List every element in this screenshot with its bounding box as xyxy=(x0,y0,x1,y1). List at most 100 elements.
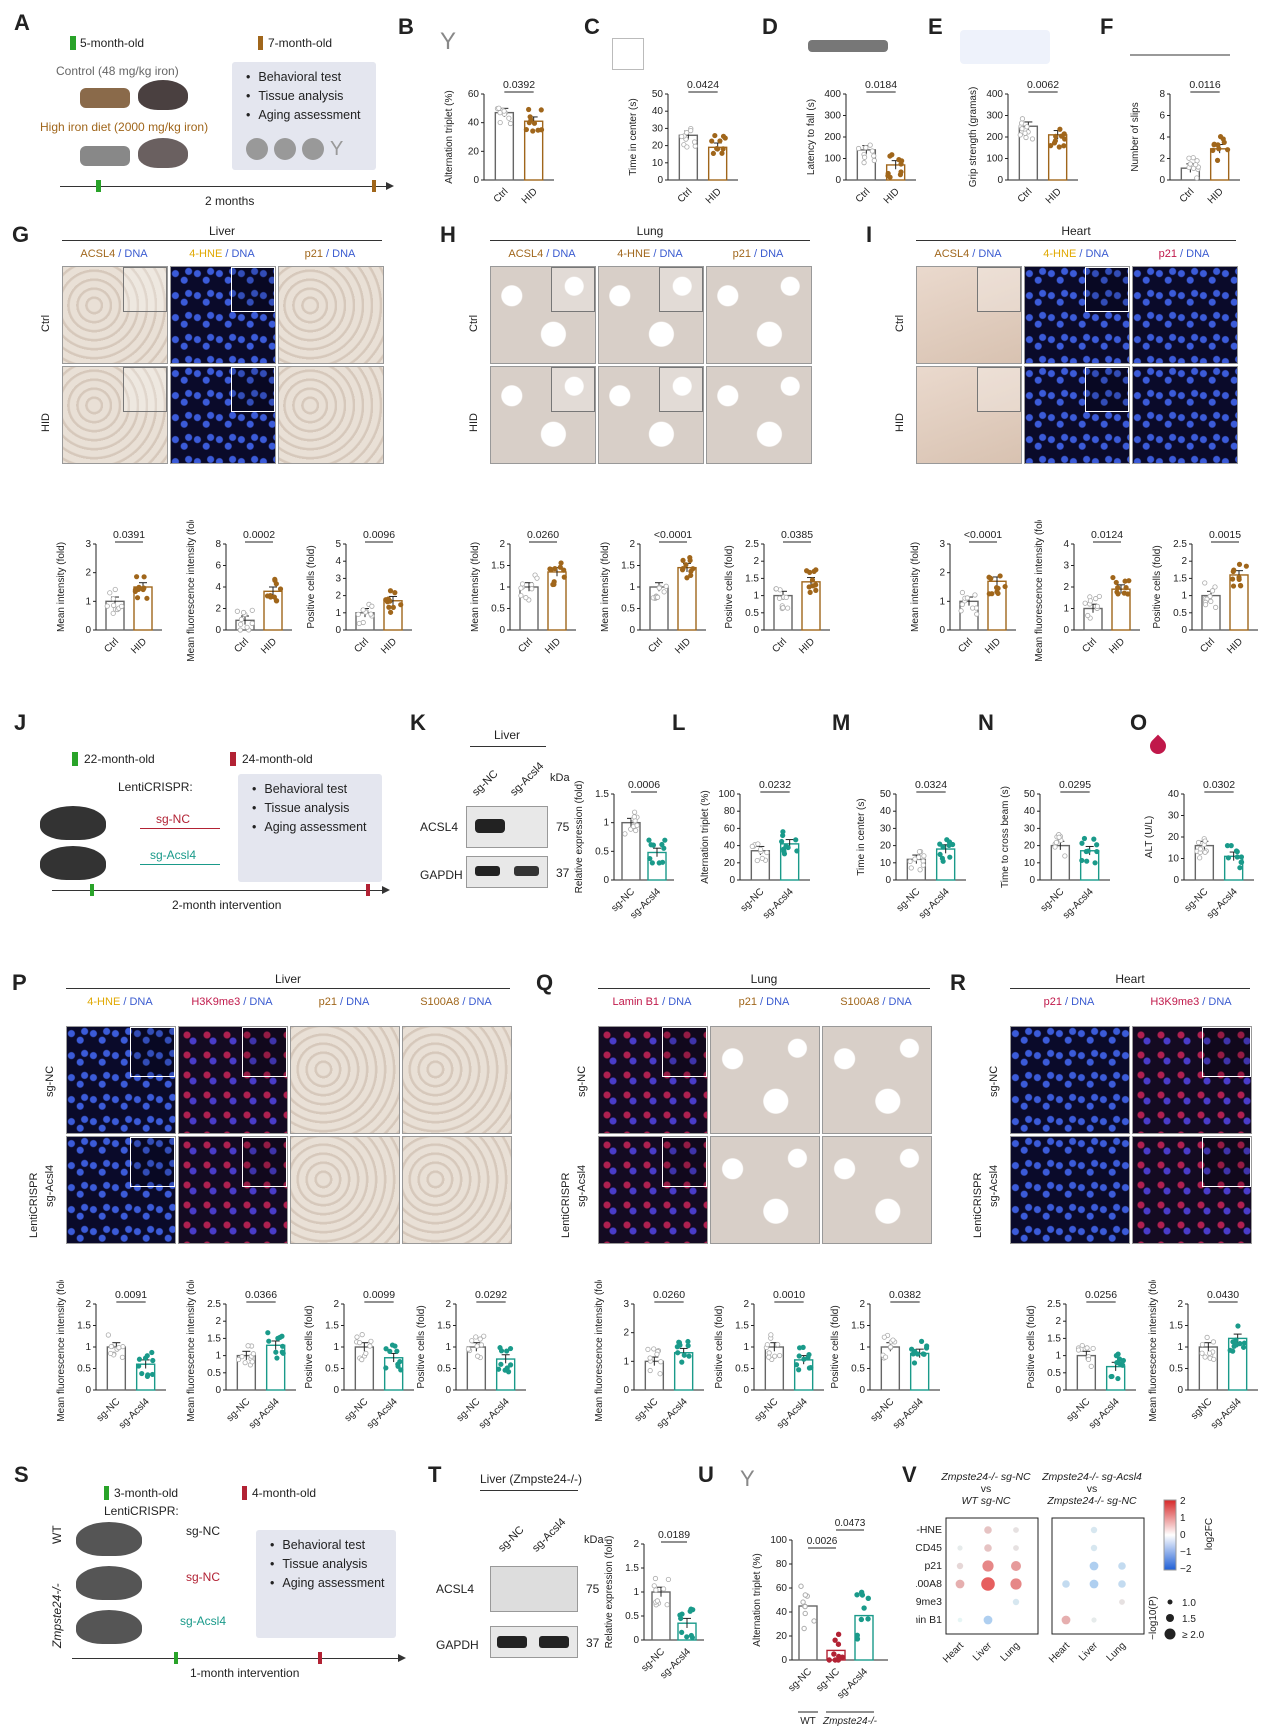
row-label: S100A8 xyxy=(916,1578,942,1590)
blood-drop-icon xyxy=(1146,734,1170,758)
data-point xyxy=(139,1370,145,1377)
data-point xyxy=(689,1634,696,1641)
y-tick-label: 40 xyxy=(652,106,664,117)
x-tick-label: Ctrl xyxy=(1198,636,1217,655)
data-point xyxy=(1023,134,1029,141)
box-item: Aging assessment xyxy=(270,1574,396,1593)
food-pile-icon xyxy=(80,146,130,166)
data-point xyxy=(885,173,891,179)
x-tick-label: sg-NC xyxy=(95,1396,123,1424)
data-point xyxy=(473,1334,479,1340)
side-label: LentiCRISPR xyxy=(972,1172,984,1238)
data-point xyxy=(910,1351,916,1357)
y-tick-label: 1 xyxy=(1177,1342,1183,1353)
timeline-axis xyxy=(72,1658,402,1659)
data-point xyxy=(141,574,147,580)
micrograph xyxy=(402,1136,512,1244)
x-tick-label: sg-NC xyxy=(225,1396,253,1424)
y-tick-label: 0.5 xyxy=(491,604,505,615)
panel-letter-u: U xyxy=(698,1462,714,1487)
y-tick-label: 1 xyxy=(1181,591,1187,602)
y-tick-label: 50 xyxy=(1024,789,1036,800)
data-point xyxy=(1209,588,1216,594)
x-tick-label: sg-Acsl4 xyxy=(477,1396,512,1430)
data-point xyxy=(651,1346,657,1352)
data-point xyxy=(865,1616,871,1622)
micrograph xyxy=(822,1026,932,1134)
x-tick-label: sgNC xyxy=(1189,1396,1214,1421)
p-value: 0.0292 xyxy=(475,1289,507,1301)
stain-header: p21 / DNA xyxy=(278,248,382,260)
p-value: 0.0232 xyxy=(759,779,791,791)
y-tick-label: 20 xyxy=(1168,832,1180,843)
y-tick-label: 0 xyxy=(1055,1385,1061,1396)
chart-p1: 0 0.5 1 1.5 2 Mean fluorescence intensity (fo… xyxy=(56,1280,166,1430)
y-axis-label: Mean intensity (fold) xyxy=(56,542,67,632)
y-tick-label: 1 xyxy=(939,596,945,607)
stain-name: S100A8 xyxy=(420,996,460,1008)
data-point xyxy=(759,855,765,862)
p-value: 0.0002 xyxy=(243,529,275,541)
dot xyxy=(981,1577,995,1591)
y-tick-label: 2 xyxy=(215,1316,221,1327)
micrograph-inset xyxy=(977,367,1021,413)
row-label: Ctrl xyxy=(894,314,906,332)
stain-header: ACSL4 / DNA xyxy=(916,248,1020,260)
data-point xyxy=(274,1355,280,1361)
data-point xyxy=(508,1362,514,1368)
data-point xyxy=(675,1350,681,1356)
data-point xyxy=(920,862,926,868)
y-tick-label: 1.5 xyxy=(595,789,609,800)
data-point xyxy=(244,624,250,630)
micrograph xyxy=(598,366,704,464)
y-tick-label: 0 xyxy=(1063,625,1069,636)
data-point xyxy=(1213,604,1219,610)
panel-letter-q: Q xyxy=(536,970,554,995)
data-point xyxy=(112,586,118,593)
row-label: HID xyxy=(40,413,52,432)
y-tick-label: 3 xyxy=(1063,561,1069,572)
micrograph xyxy=(62,366,168,464)
data-point xyxy=(1202,838,1208,844)
data-point xyxy=(800,1344,806,1350)
data-point xyxy=(385,596,391,602)
data-point xyxy=(684,144,690,150)
dot xyxy=(984,1544,992,1552)
box-item: Behavioral test xyxy=(252,780,382,799)
y-tick-label: 0 xyxy=(939,625,945,636)
y-tick-label: 1.5 xyxy=(207,1333,221,1344)
y-tick-label: 2 xyxy=(1177,1299,1183,1310)
stain-dna: / DNA xyxy=(322,248,356,260)
y-axis-label: ALT (U/L) xyxy=(1144,816,1155,858)
chart-q2: 0 0.5 1 1.5 2 Positive cells (fold) sg-NCsg-Ac… xyxy=(714,1289,824,1430)
micrograph xyxy=(66,1136,176,1244)
data-point xyxy=(506,115,512,121)
y-tick-label: 0 xyxy=(85,625,91,636)
y-axis-label: Mean fluorescence intensity (fold) xyxy=(1034,520,1045,662)
data-point xyxy=(531,120,538,126)
data-point xyxy=(881,1334,887,1340)
data-point xyxy=(356,620,362,627)
kda-label: kDa xyxy=(550,772,570,784)
y-tick-label: 2 xyxy=(1181,556,1187,567)
y-tick-label: 2 xyxy=(85,568,91,579)
data-point xyxy=(679,567,686,573)
y-tick-label: 1.5 xyxy=(1173,573,1187,584)
y-tick-label: 50 xyxy=(880,789,892,800)
data-point xyxy=(1019,120,1025,126)
chart-r2: 0 0.5 1 1.5 2 Mean fluorescence intensity (fo… xyxy=(1148,1280,1258,1430)
bar xyxy=(909,1352,930,1391)
data-point xyxy=(497,1345,503,1351)
x-tick-label: HID xyxy=(797,636,817,656)
group-mut: Zmpste24-/- xyxy=(50,1583,64,1648)
y-tick-label: 30 xyxy=(652,123,664,134)
bar xyxy=(1079,850,1100,881)
y-tick-label: 1 xyxy=(1055,1351,1061,1362)
mouse-icon xyxy=(138,138,188,168)
bar xyxy=(773,594,793,631)
data-point xyxy=(1122,578,1128,584)
data-point xyxy=(887,1344,894,1350)
data-point xyxy=(777,1352,783,1359)
y-tick-label: 40 xyxy=(1024,806,1036,817)
